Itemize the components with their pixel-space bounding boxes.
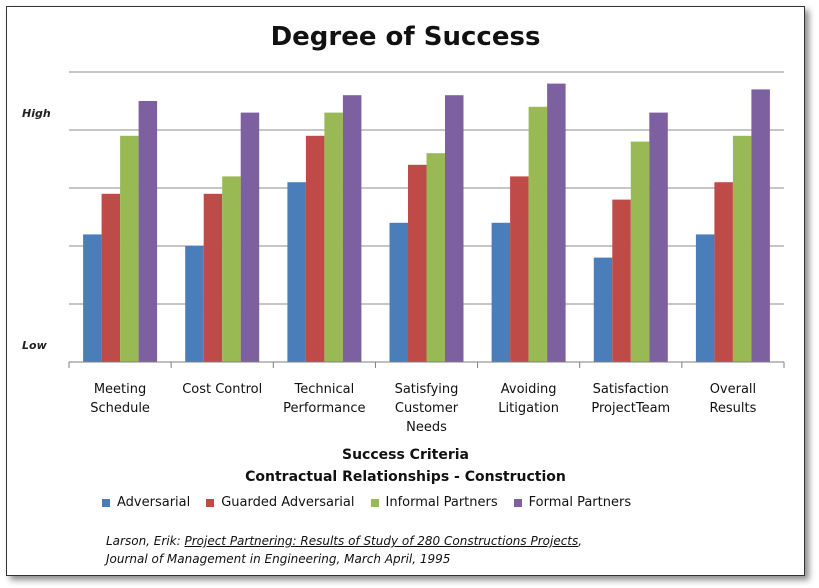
category-label: Satisfying Customer Needs — [377, 380, 477, 437]
bar-informal-partners-3 — [426, 153, 445, 362]
bar-formal-partners-3 — [445, 95, 464, 362]
bar-informal-partners-6 — [732, 135, 752, 362]
bar-informal-partners-2 — [324, 112, 343, 362]
bar-guarded-adversarial-4 — [510, 176, 529, 362]
category-label: Avoiding Litigation — [479, 380, 579, 418]
legend: Adversarial Guarded Adversarial Informal P… — [102, 495, 647, 510]
legend-item: Adversarial — [102, 495, 190, 510]
citation-author: Larson, Erik: — [106, 534, 185, 548]
bar-guarded-adversarial-3 — [408, 164, 427, 362]
bar-formal-partners-6 — [751, 89, 770, 363]
bar-adversarial-1 — [185, 246, 204, 362]
category-label: Cost Control — [172, 380, 272, 399]
category-label-line: Overall — [709, 382, 757, 397]
bar-adversarial-3 — [389, 222, 408, 362]
bar-guarded-adversarial-2 — [305, 135, 325, 362]
bar-adversarial-2 — [287, 182, 306, 362]
category-label-line: Technical — [294, 382, 355, 397]
bar-informal-partners-0 — [120, 135, 139, 362]
citation-comma: , — [578, 534, 583, 548]
bar-guarded-adversarial-5 — [612, 199, 631, 362]
citation: Larson, Erik: Project Partnering: Result… — [106, 532, 582, 568]
category-label: Meeting Schedule — [70, 380, 170, 418]
chart-subtitle: Contractual Relationships - Construction — [245, 469, 566, 485]
y-label-low: Low — [22, 339, 47, 352]
x-axis-title: Success Criteria — [342, 447, 469, 463]
bar-formal-partners-2 — [342, 95, 362, 362]
category-label: Technical Performance — [274, 380, 374, 418]
category-label-line: ProjectTeam — [591, 401, 671, 416]
y-label-high: High — [22, 107, 51, 120]
chart-title: Degree of Success — [270, 22, 541, 52]
bar-informal-partners-5 — [630, 141, 650, 362]
bar-formal-partners-5 — [649, 112, 668, 362]
citation-title: Project Partnering: Results of Study of … — [184, 534, 579, 548]
category-label-line: Results — [709, 401, 757, 416]
bar-adversarial-6 — [695, 234, 715, 362]
bar-formal-partners-0 — [138, 101, 158, 362]
category-label: Overall Results — [683, 380, 783, 418]
citation-journal: Journal of Management in Engineering, Ma… — [106, 552, 451, 566]
legend-item: Informal Partners — [370, 495, 498, 510]
legend-item: Formal Partners — [513, 495, 632, 510]
bar-guarded-adversarial-0 — [101, 193, 121, 362]
bar-formal-partners-4 — [547, 83, 566, 362]
category-label: Satisfaction ProjectTeam — [581, 380, 681, 418]
bar-guarded-adversarial-1 — [203, 193, 223, 362]
legend-label: Guarded Adversarial — [221, 495, 355, 510]
legend-swatch — [513, 498, 522, 507]
bar-adversarial-4 — [491, 222, 511, 362]
category-label-line: Satisfaction — [592, 382, 669, 397]
legend-item: Guarded Adversarial — [206, 495, 355, 510]
bar-informal-partners-4 — [528, 106, 548, 362]
legend-swatch — [102, 498, 110, 507]
legend-swatch — [370, 498, 379, 507]
bar-guarded-adversarial-6 — [714, 182, 733, 362]
legend-label: Formal Partners — [528, 495, 632, 510]
category-label-line: Cost Control — [182, 382, 263, 397]
category-label-line: Avoiding — [500, 382, 557, 397]
category-label-line: Schedule — [90, 401, 150, 416]
legend-swatch — [206, 498, 215, 507]
legend-label: Adversarial — [117, 495, 191, 510]
category-label-line: Satisfying — [394, 382, 459, 397]
bar-adversarial-0 — [83, 234, 102, 362]
bar-informal-partners-1 — [222, 176, 241, 362]
category-label-line: Litigation — [498, 401, 559, 416]
category-label-line: Performance — [283, 401, 366, 416]
category-label-line: Customer — [394, 401, 459, 416]
category-label-line: Needs — [406, 420, 447, 435]
category-label-line: Meeting — [93, 382, 147, 397]
bar-formal-partners-1 — [240, 112, 260, 362]
bar-adversarial-5 — [593, 257, 613, 362]
legend-label: Informal Partners — [385, 495, 498, 510]
